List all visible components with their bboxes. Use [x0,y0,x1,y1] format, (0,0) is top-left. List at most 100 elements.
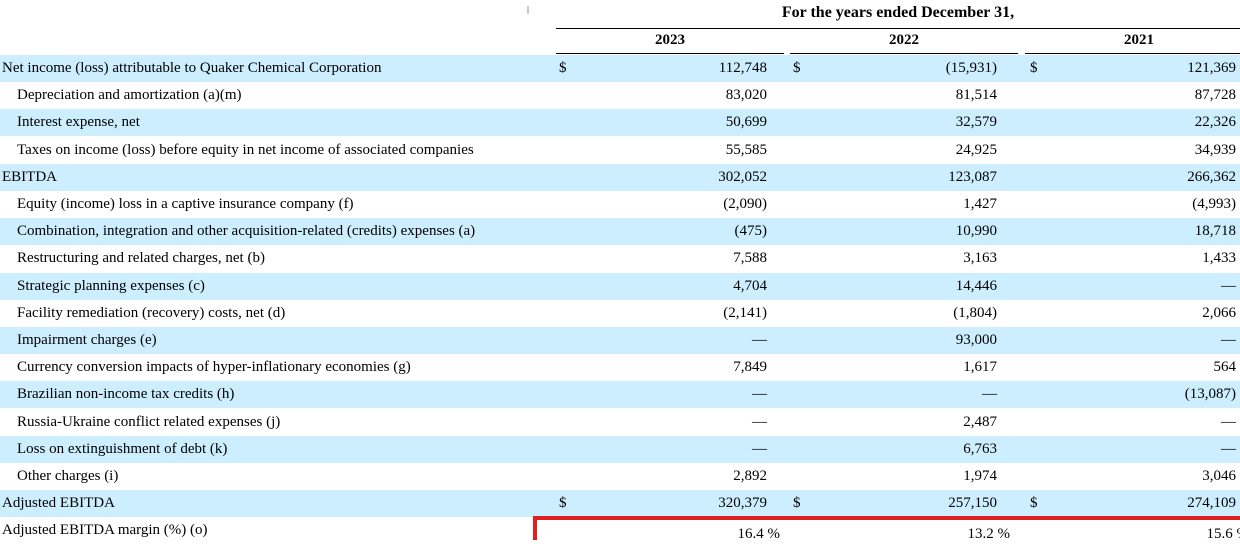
value-cell: 10,990 [955,223,997,239]
value-cell: — [982,386,997,402]
value-cell: 81,514 [955,87,997,103]
table-row: Depreciation and amortization (a)(m) 83,0… [0,82,1240,109]
row-label: Combination, integration and other acqui… [17,223,476,239]
year-2022-rule [790,53,1018,54]
value-cell: (2,141) [723,305,767,321]
value-cell: — [1221,414,1236,430]
table-row: Interest expense, net 50,699 32,579 22,326 [0,109,1240,136]
row-label: Adjusted EBITDA margin (%) (o) [2,522,208,538]
row-label: Taxes on income (loss) before equity in … [17,142,474,158]
period-heading: For the years ended December 31, [781,4,1015,21]
value-cell: 257,150 [948,495,997,511]
row-label: Facility remediation (recovery) costs, n… [17,305,286,321]
year-2021-heading: 2021 [1124,32,1154,48]
year-2021-rule [1025,53,1240,54]
currency-symbol: $ [793,60,801,76]
header-rule [556,28,1240,29]
value-cell: 112,748 [718,60,767,76]
table-row: Combination, integration and other acqui… [0,218,1240,245]
table-row: Facility remediation (recovery) costs, n… [0,300,1240,327]
table-row: Strategic planning expenses (c) 4,704 14,4… [0,273,1240,300]
table-row: EBITDA 302,052 123,087 266,362 [0,164,1240,191]
row-label: Impairment charges (e) [17,332,157,348]
row-label: Loss on extinguishment of debt (k) [17,441,228,457]
value-cell: (2,090) [723,196,767,212]
value-cell: 83,020 [725,87,767,103]
value-cell: — [1221,278,1236,294]
value-cell: 2,066 [1202,305,1236,321]
value-cell: 55,585 [725,142,767,158]
value-cell: 4,704 [733,278,767,294]
table-row: Currency conversion impacts of hyper-inf… [0,354,1240,381]
value-cell: 14,446 [955,278,997,294]
value-cell: 93,000 [955,332,997,348]
value-cell: 2,892 [733,468,767,484]
highlight-box-left [533,516,537,540]
value-cell: (15,931) [945,60,997,76]
table-row: Brazilian non-income tax credits (h) — — (1… [0,381,1240,408]
value-cell: (4,993) [1192,196,1236,212]
value-cell: — [1221,441,1236,457]
table-row: Adjusted EBITDA margin (%) (o) 16.4 % 13.2… [0,517,1240,544]
value-cell: 13.2 % [967,526,1011,542]
value-cell: — [752,332,767,348]
value-cell: 3,046 [1202,468,1236,484]
currency-symbol: $ [559,60,567,76]
value-cell: 50,699 [725,114,767,130]
value-cell: 1,427 [963,196,997,212]
value-cell: 22,326 [1194,114,1236,130]
value-cell: 302,052 [718,169,767,185]
value-cell: 34,939 [1194,142,1236,158]
value-cell: 18,718 [1194,223,1236,239]
value-cell: 6,763 [963,441,997,457]
value-cell: 3,163 [963,250,997,266]
value-cell: 16.4 % [737,526,781,542]
row-label: Net income (loss) attributable to Quaker… [2,60,382,76]
table-row: Adjusted EBITDA $320,379 $257,150 $274,109 [0,490,1240,517]
value-cell: 24,925 [955,142,997,158]
value-cell: — [752,414,767,430]
highlight-box-top [533,516,1240,520]
year-2023-heading: 2023 [655,32,685,48]
value-cell: 1,617 [963,359,997,375]
value-cell: 320,379 [718,495,767,511]
value-cell: 87,728 [1194,87,1236,103]
currency-symbol: $ [1030,60,1038,76]
value-cell: 2,487 [963,414,997,430]
row-label: Russia-Ukraine conflict related expenses… [17,414,281,430]
value-cell: 32,579 [955,114,997,130]
table-row: Net income (loss) attributable to Quaker… [0,55,1240,82]
value-cell: 121,369 [1187,60,1236,76]
table-row: Taxes on income (loss) before equity in … [0,137,1240,164]
row-label: EBITDA [2,169,57,185]
value-cell: — [752,386,767,402]
table-row: Restructuring and related charges, net (… [0,245,1240,272]
value-cell: (475) [734,223,768,239]
value-cell: 1,433 [1202,250,1236,266]
table-row: Impairment charges (e) — 93,000 — [0,327,1240,354]
table-row: Equity (income) loss in a captive insura… [0,191,1240,218]
value-cell: 564 [1213,359,1237,375]
year-2022-heading: 2022 [889,32,919,48]
table-row: Loss on extinguishment of debt (k) — 6,763… [0,436,1240,463]
highlight-box [533,516,1240,540]
row-label: Adjusted EBITDA [2,495,115,511]
value-cell: 7,588 [733,250,767,266]
value-cell: (1,804) [953,305,997,321]
row-label: Depreciation and amortization (a)(m) [17,87,242,103]
value-cell: 1,974 [963,468,997,484]
value-cell: (13,087) [1184,386,1236,402]
row-label: Strategic planning expenses (c) [17,278,205,294]
table-row: Other charges (i) 2,892 1,974 3,046 [0,463,1240,490]
value-cell: — [1221,332,1236,348]
currency-symbol: $ [559,495,567,511]
row-label: Restructuring and related charges, net (… [17,250,265,266]
value-cell: — [752,441,767,457]
value-cell: 123,087 [948,169,997,185]
decorative-mark [527,6,529,14]
row-label: Equity (income) loss in a captive insura… [17,196,354,212]
value-cell: 15.6 % [1206,526,1240,542]
table-row: Russia-Ukraine conflict related expenses… [0,409,1240,436]
row-label: Currency conversion impacts of hyper-inf… [17,359,411,375]
year-2023-rule [556,53,784,54]
